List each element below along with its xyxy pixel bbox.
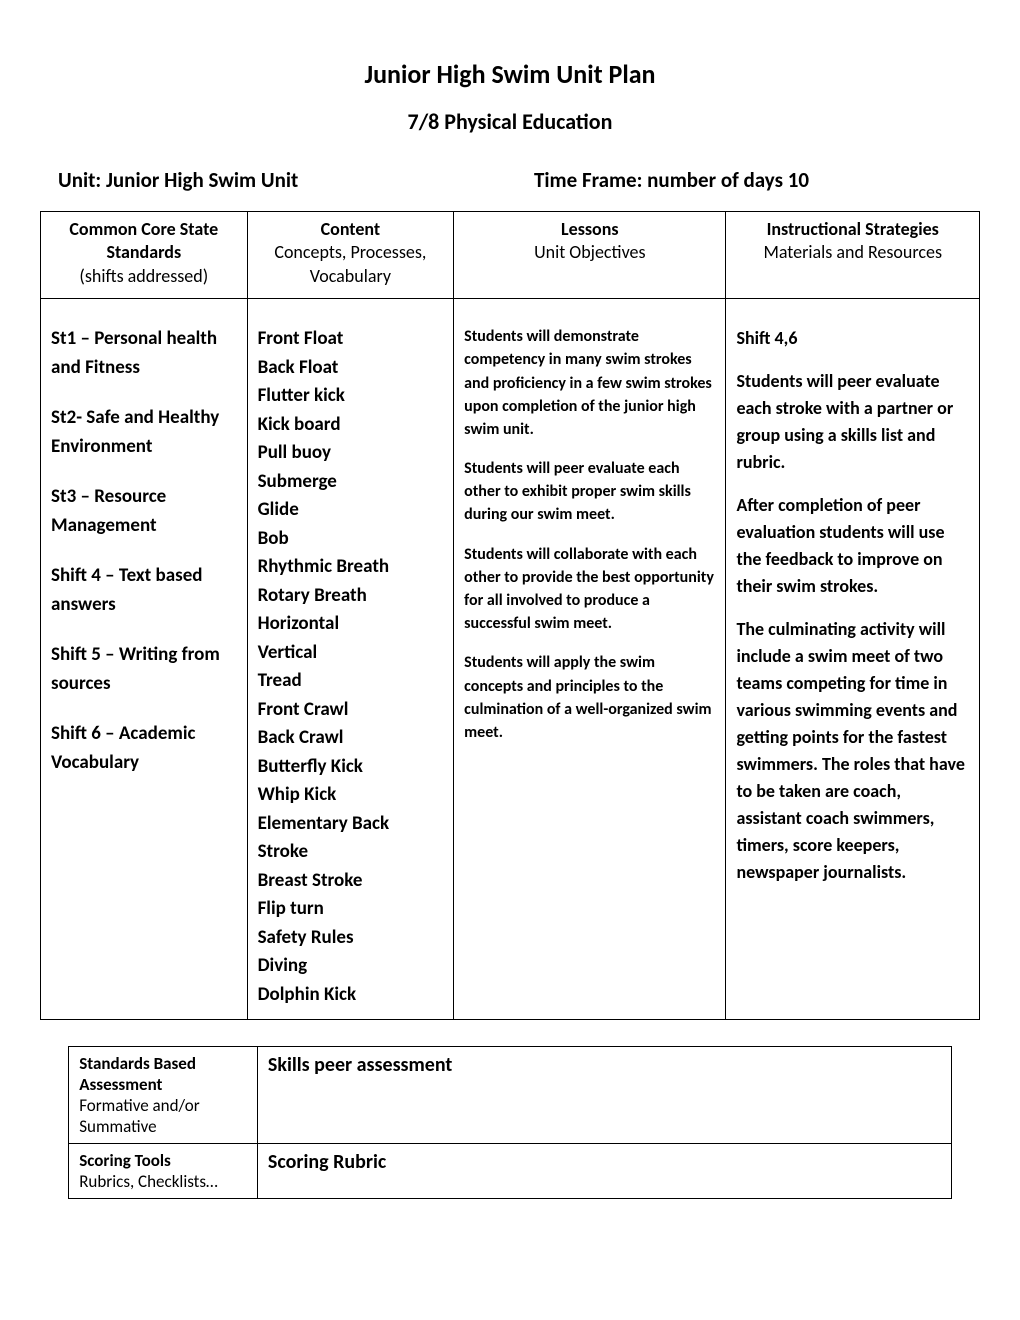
standards-item: St1 – Personal health and Fitness: [51, 325, 237, 382]
content-item: Rotary Breath: [258, 582, 444, 611]
scoring-tools-value: Scoring Rubric: [257, 1144, 951, 1199]
meta-row: Unit: Junior High Swim Unit Time Frame: …: [40, 167, 980, 193]
page-title: Junior High Swim Unit Plan: [40, 58, 980, 90]
standards-item: Shift 4 – Text based answers: [51, 562, 237, 619]
time-frame-label: Time Frame: number of days 10: [486, 167, 962, 193]
assessment-row: Standards Based Assessment Formative and…: [69, 1047, 952, 1144]
assessment-table: Standards Based Assessment Formative and…: [68, 1046, 952, 1199]
assessment-value: Skills peer assessment: [257, 1047, 951, 1144]
strategy-item: After completion of peer evaluation stud…: [736, 492, 969, 600]
header-strategies: Instructional Strategies Materials and R…: [726, 212, 980, 299]
objective-item: Students will peer evaluate each other t…: [464, 457, 715, 527]
standards-item: Shift 6 – Academic Vocabulary: [51, 720, 237, 777]
content-item: Pull buoy: [258, 439, 444, 468]
strategy-item: Students will peer evaluate each stroke …: [736, 368, 969, 476]
objective-item: Students will apply the swim concepts an…: [464, 651, 715, 744]
objective-item: Students will demonstrate competency in …: [464, 325, 715, 441]
standards-item: St2- Safe and Healthy Environment: [51, 404, 237, 461]
content-item: Back Crawl: [258, 724, 444, 753]
content-item: Front Float: [258, 325, 444, 354]
content-item: Elementary Back Stroke: [258, 810, 444, 867]
content-item: Rhythmic Breath: [258, 553, 444, 582]
unit-label: Unit: Junior High Swim Unit: [58, 167, 486, 193]
table-body-row: St1 – Personal health and Fitness St2- Sa…: [41, 299, 980, 1020]
content-item: Back Float: [258, 354, 444, 383]
page-subtitle: 7/8 Physical Education: [40, 108, 980, 135]
content-item: Safety Rules: [258, 924, 444, 953]
content-cell: Front FloatBack FloatFlutter kickKick bo…: [247, 299, 454, 1020]
content-item: Whip Kick: [258, 781, 444, 810]
content-item: Butterfly Kick: [258, 753, 444, 782]
content-item: Kick board: [258, 411, 444, 440]
content-item: Flutter kick: [258, 382, 444, 411]
strategies-cell: Shift 4,6 Students will peer evaluate eac…: [726, 299, 980, 1020]
strategy-item: The culminating activity will include a …: [736, 616, 969, 886]
content-item: Breast Stroke: [258, 867, 444, 896]
header-content: Content Concepts, Processes, Vocabulary: [247, 212, 454, 299]
scoring-tools-row: Scoring Tools Rubrics, Checklists… Scori…: [69, 1144, 952, 1199]
content-item: Horizontal: [258, 610, 444, 639]
content-item: Tread: [258, 667, 444, 696]
assessment-label: Standards Based Assessment Formative and…: [69, 1047, 258, 1144]
table-header-row: Common Core State Standards (shifts addr…: [41, 212, 980, 299]
content-item: Glide: [258, 496, 444, 525]
objective-item: Students will collaborate with each othe…: [464, 543, 715, 636]
content-item: Vertical: [258, 639, 444, 668]
objectives-cell: Students will demonstrate competency in …: [454, 299, 726, 1020]
strategy-item: Shift 4,6: [736, 325, 969, 352]
scoring-tools-label: Scoring Tools Rubrics, Checklists…: [69, 1144, 258, 1199]
standards-cell: St1 – Personal health and Fitness St2- Sa…: [41, 299, 248, 1020]
content-item: Diving: [258, 952, 444, 981]
standards-item: Shift 5 – Writing from sources: [51, 641, 237, 698]
content-item: Dolphin Kick: [258, 981, 444, 1010]
content-item: Submerge: [258, 468, 444, 497]
content-item: Bob: [258, 525, 444, 554]
content-item: Flip turn: [258, 895, 444, 924]
standards-item: St3 – Resource Management: [51, 483, 237, 540]
unit-plan-table: Common Core State Standards (shifts addr…: [40, 211, 980, 1020]
header-standards: Common Core State Standards (shifts addr…: [41, 212, 248, 299]
content-item: Front Crawl: [258, 696, 444, 725]
header-lessons: Lessons Unit Objectives: [454, 212, 726, 299]
